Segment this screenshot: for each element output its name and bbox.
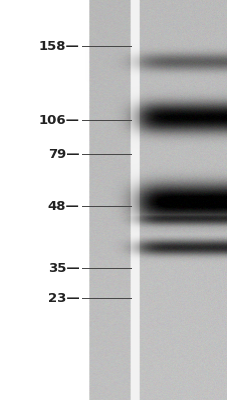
Text: 48—: 48— bbox=[48, 200, 79, 212]
Text: 23—: 23— bbox=[48, 292, 79, 304]
Text: 35—: 35— bbox=[48, 262, 79, 274]
Text: 158—: 158— bbox=[39, 40, 79, 52]
Text: 106—: 106— bbox=[39, 114, 79, 126]
Text: 79—: 79— bbox=[48, 148, 79, 160]
